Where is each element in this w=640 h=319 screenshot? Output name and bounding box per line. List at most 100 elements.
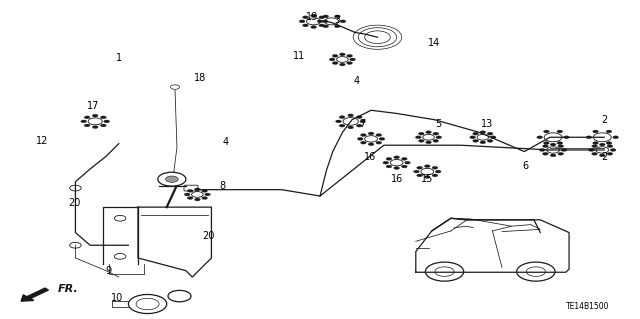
- Circle shape: [360, 134, 366, 137]
- Circle shape: [564, 136, 570, 139]
- Circle shape: [592, 145, 598, 148]
- Circle shape: [611, 149, 616, 152]
- Circle shape: [593, 142, 598, 145]
- Circle shape: [436, 136, 442, 139]
- Circle shape: [543, 145, 548, 148]
- Circle shape: [334, 15, 340, 18]
- Text: 5: 5: [435, 119, 441, 129]
- Circle shape: [356, 124, 362, 127]
- Circle shape: [470, 136, 476, 139]
- Circle shape: [376, 134, 381, 137]
- Circle shape: [347, 62, 353, 64]
- Text: 1: 1: [116, 53, 122, 63]
- Circle shape: [607, 145, 613, 148]
- Circle shape: [401, 165, 407, 168]
- Circle shape: [426, 131, 431, 134]
- Circle shape: [586, 136, 592, 139]
- Text: 14: 14: [428, 38, 440, 48]
- Text: 9: 9: [105, 266, 111, 276]
- Text: 20: 20: [202, 231, 214, 241]
- Text: 17: 17: [87, 101, 99, 111]
- Circle shape: [480, 141, 486, 144]
- Circle shape: [360, 141, 366, 144]
- Circle shape: [84, 124, 90, 127]
- Circle shape: [600, 143, 605, 146]
- Circle shape: [561, 149, 567, 152]
- Text: 2: 2: [601, 152, 607, 162]
- Text: 10: 10: [111, 293, 123, 303]
- Circle shape: [335, 120, 341, 123]
- Circle shape: [300, 20, 305, 23]
- Circle shape: [184, 193, 190, 196]
- Circle shape: [593, 130, 598, 133]
- Text: 18: 18: [194, 72, 206, 83]
- Circle shape: [356, 116, 362, 119]
- Circle shape: [349, 58, 355, 61]
- Text: 6: 6: [523, 161, 529, 172]
- Circle shape: [360, 120, 365, 123]
- Circle shape: [339, 63, 345, 66]
- Circle shape: [386, 165, 392, 168]
- Circle shape: [426, 141, 431, 144]
- Circle shape: [417, 166, 422, 169]
- Circle shape: [303, 24, 308, 27]
- Text: 20: 20: [68, 198, 81, 208]
- Circle shape: [413, 170, 419, 173]
- Circle shape: [332, 62, 338, 64]
- Circle shape: [202, 197, 207, 199]
- Circle shape: [543, 130, 549, 133]
- Text: 16: 16: [364, 152, 376, 162]
- Circle shape: [205, 193, 211, 196]
- Circle shape: [419, 132, 424, 135]
- Text: 19: 19: [306, 12, 319, 22]
- Circle shape: [340, 20, 346, 23]
- Circle shape: [613, 136, 618, 139]
- Circle shape: [195, 188, 200, 191]
- Circle shape: [433, 132, 438, 135]
- Circle shape: [195, 198, 200, 201]
- Circle shape: [540, 149, 545, 152]
- Text: 11: 11: [293, 51, 306, 61]
- Circle shape: [537, 136, 543, 139]
- Circle shape: [394, 167, 399, 169]
- Circle shape: [84, 116, 90, 119]
- Circle shape: [100, 124, 106, 127]
- Circle shape: [347, 55, 353, 57]
- Text: 12: 12: [36, 136, 49, 146]
- Circle shape: [166, 176, 178, 182]
- Circle shape: [487, 139, 493, 142]
- Circle shape: [303, 16, 308, 19]
- Text: 4: 4: [354, 76, 360, 86]
- Circle shape: [322, 20, 328, 23]
- Circle shape: [490, 136, 496, 139]
- Text: 7: 7: [360, 119, 366, 129]
- Text: 13: 13: [481, 119, 493, 129]
- Circle shape: [550, 143, 556, 146]
- Text: 16: 16: [390, 174, 403, 184]
- Circle shape: [543, 142, 549, 145]
- Circle shape: [188, 189, 193, 192]
- Circle shape: [323, 15, 328, 18]
- Circle shape: [606, 130, 612, 133]
- Circle shape: [339, 53, 345, 56]
- Circle shape: [368, 143, 374, 146]
- Circle shape: [480, 131, 486, 134]
- Circle shape: [543, 152, 548, 155]
- Circle shape: [100, 116, 106, 119]
- Circle shape: [317, 20, 323, 23]
- Circle shape: [311, 26, 317, 28]
- Circle shape: [334, 25, 340, 28]
- Circle shape: [319, 24, 324, 27]
- Circle shape: [323, 25, 328, 28]
- Circle shape: [473, 139, 479, 142]
- Text: 8: 8: [220, 182, 226, 191]
- Circle shape: [550, 154, 556, 157]
- Circle shape: [558, 145, 564, 148]
- Circle shape: [557, 130, 563, 133]
- Text: 4: 4: [223, 137, 228, 147]
- Circle shape: [394, 156, 399, 159]
- Text: 2: 2: [601, 115, 607, 125]
- Circle shape: [432, 174, 438, 177]
- Circle shape: [311, 14, 317, 17]
- Circle shape: [606, 142, 612, 145]
